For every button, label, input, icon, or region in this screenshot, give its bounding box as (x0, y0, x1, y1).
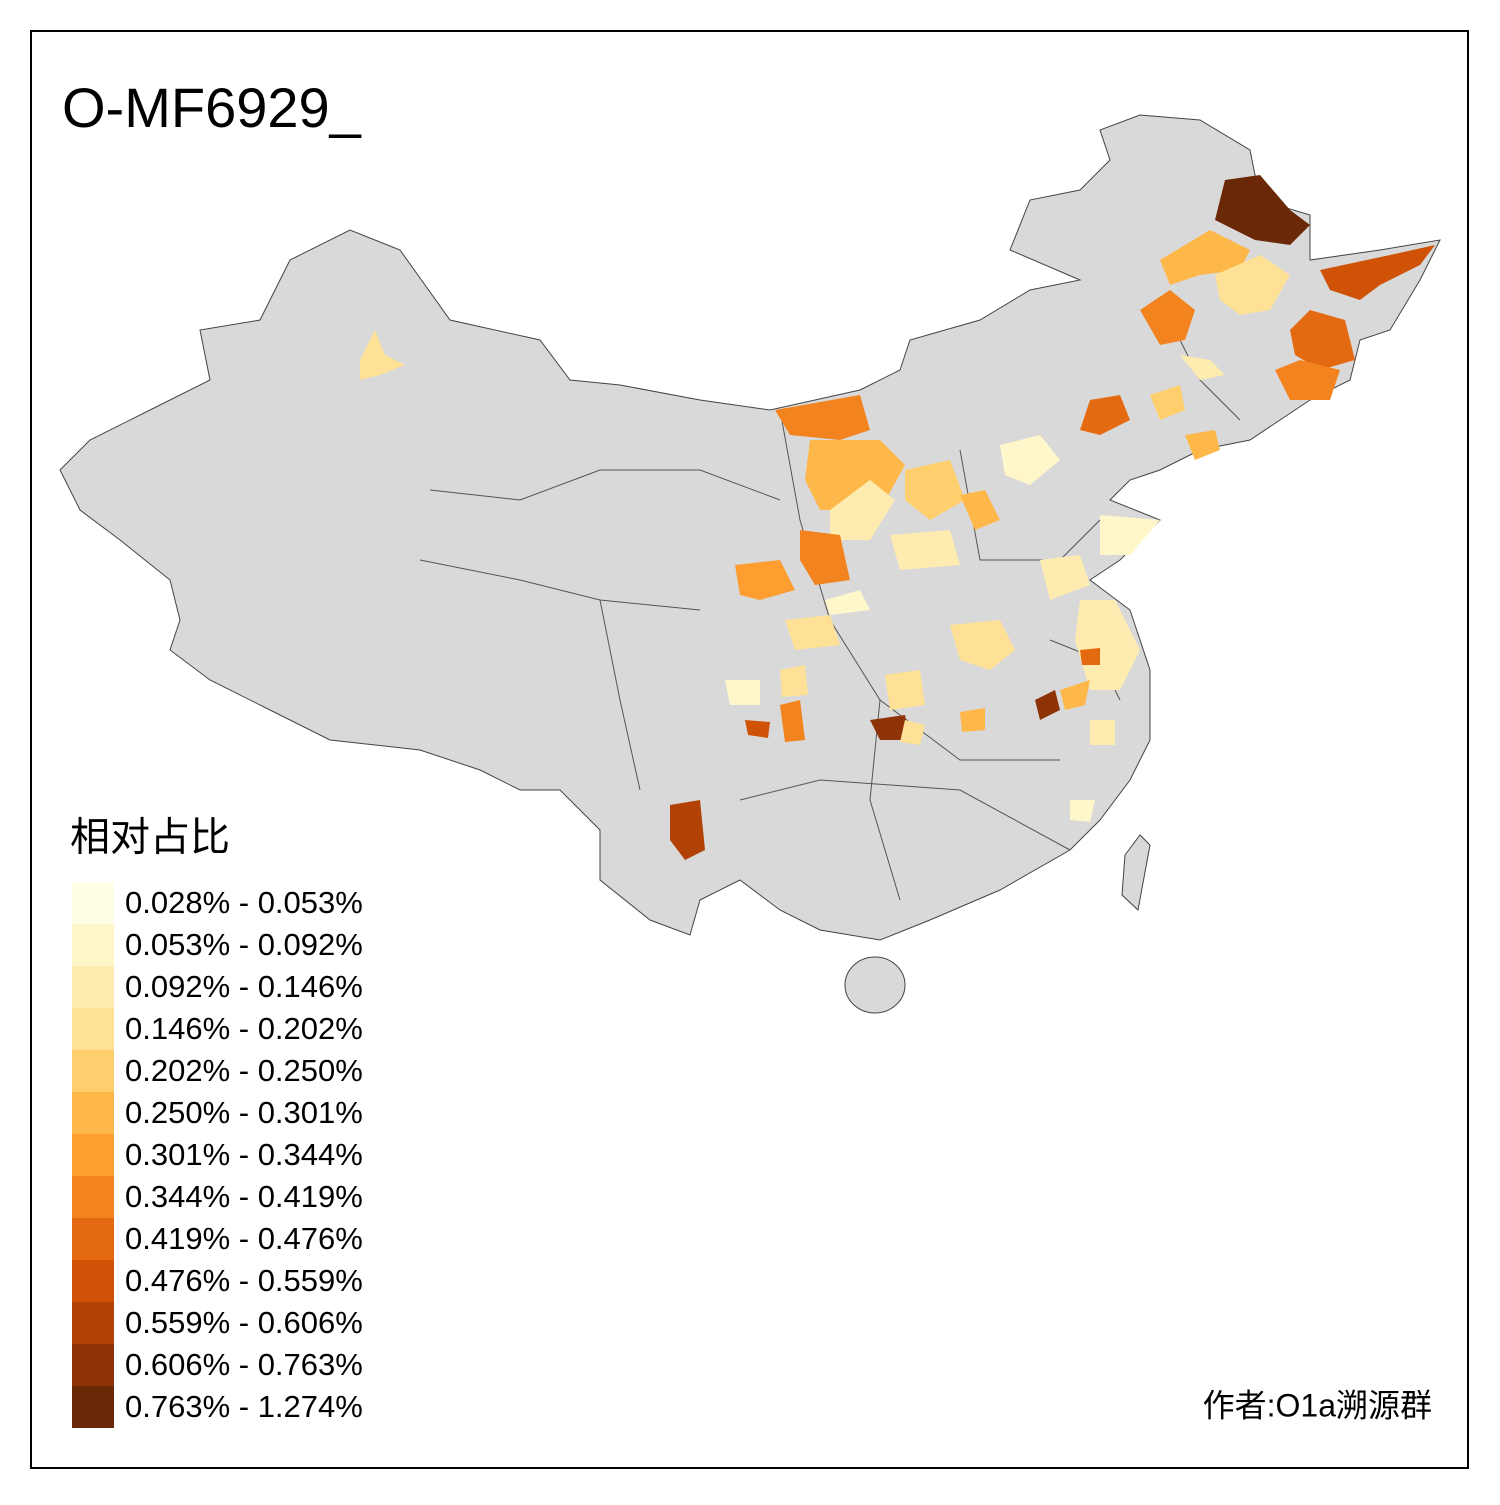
legend-swatch (72, 1134, 114, 1176)
legend-swatch (72, 1092, 114, 1134)
legend-swatch (72, 882, 114, 924)
region (1290, 310, 1355, 370)
region (825, 590, 870, 615)
region (1320, 245, 1435, 300)
region (1090, 720, 1115, 745)
region (360, 330, 405, 380)
author-credit: 作者:O1a溯源群 (1203, 1387, 1432, 1423)
legend-swatch (72, 1344, 114, 1386)
island (844, 956, 906, 1014)
region (735, 560, 795, 600)
legend-swatch (72, 1386, 114, 1428)
region (1080, 648, 1100, 665)
region (870, 715, 910, 740)
legend-label: 0.763% - 1.274% (125, 1389, 363, 1424)
region (960, 490, 1000, 530)
legend-swatch (72, 1260, 114, 1302)
legend-swatch (72, 1176, 114, 1218)
region (785, 615, 840, 650)
region (1275, 360, 1340, 400)
region (1215, 255, 1290, 315)
legend-label: 0.559% - 0.606% (125, 1305, 363, 1340)
legend-swatch (72, 1302, 114, 1344)
region (1040, 555, 1090, 600)
region (830, 480, 895, 540)
legend-label: 0.202% - 0.250% (125, 1053, 363, 1088)
map-title: O-MF6929_ (62, 76, 362, 139)
region (1035, 690, 1060, 720)
legend-label: 0.092% - 0.146% (125, 969, 363, 1004)
region (725, 680, 760, 705)
region (1150, 385, 1185, 420)
region (1215, 175, 1310, 245)
legend-label: 0.250% - 0.301% (125, 1095, 363, 1130)
region (775, 395, 870, 440)
region (1180, 355, 1225, 380)
legend: 0.028% - 0.053% 0.053% - 0.092% 0.092% - 0… (72, 882, 363, 1428)
region (1075, 600, 1140, 690)
region (1100, 515, 1160, 555)
region (800, 530, 850, 585)
region (900, 720, 925, 745)
region (670, 800, 705, 860)
region (1080, 395, 1130, 435)
colored-regions (360, 175, 1435, 860)
legend-label: 0.419% - 0.476% (125, 1221, 363, 1256)
region (1140, 290, 1195, 345)
legend-label: 0.301% - 0.344% (125, 1137, 363, 1172)
region (780, 665, 808, 697)
region (1185, 430, 1220, 460)
region (905, 460, 965, 520)
legend-label: 0.053% - 0.092% (125, 927, 363, 962)
legend-swatch (72, 1008, 114, 1050)
legend-label: 0.028% - 0.053% (125, 885, 363, 920)
region (885, 670, 925, 710)
region (1000, 435, 1060, 485)
region (780, 700, 805, 742)
map (59, 114, 1441, 1014)
region (950, 620, 1015, 670)
legend-swatch (72, 924, 114, 966)
legend-label: 0.606% - 0.763% (125, 1347, 363, 1382)
legend-title: 相对占比 (70, 816, 230, 860)
legend-swatch (72, 1218, 114, 1260)
legend-swatch (72, 966, 114, 1008)
legend-label: 0.146% - 0.202% (125, 1011, 363, 1046)
region (1070, 800, 1095, 822)
island (1121, 834, 1151, 911)
legend-swatch (72, 1050, 114, 1092)
region (1060, 680, 1090, 710)
legend-label: 0.476% - 0.559% (125, 1263, 363, 1298)
legend-label: 0.344% - 0.419% (125, 1179, 363, 1214)
region (960, 708, 985, 732)
region (745, 720, 770, 738)
region (890, 530, 960, 570)
